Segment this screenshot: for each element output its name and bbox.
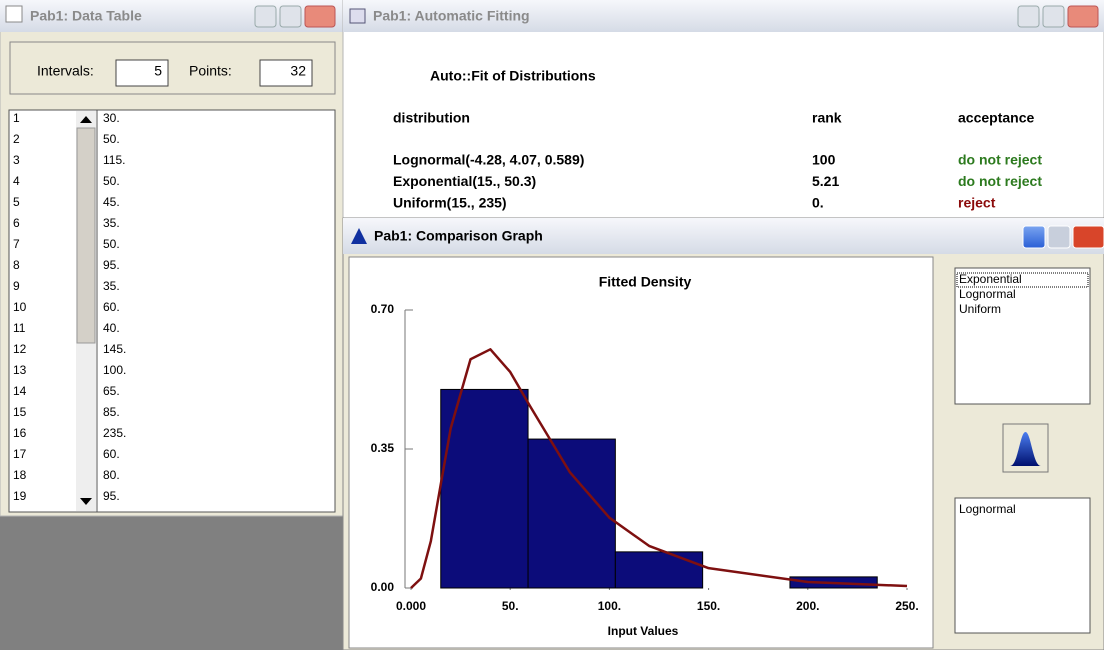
- row-index: 13: [13, 363, 27, 377]
- row-value: 100.: [103, 363, 126, 377]
- row-index: 10: [13, 300, 27, 314]
- row-index: 3: [13, 153, 20, 167]
- x-tick-label: 250.: [895, 599, 918, 613]
- points-value: 32: [290, 63, 306, 79]
- row-value: 95.: [103, 489, 120, 503]
- close-button[interactable]: [304, 5, 336, 28]
- auto-fit-window: Pab1: Automatic Fitting Auto::Fit of Dis…: [342, 0, 1104, 221]
- x-tick-label: 150.: [697, 599, 720, 613]
- row-value: 115.: [103, 153, 125, 167]
- minimize-button[interactable]: [254, 5, 277, 28]
- row-index: 11: [13, 321, 26, 335]
- close-button[interactable]: [1067, 5, 1099, 28]
- row-index: 14: [13, 384, 27, 398]
- maximize-button[interactable]: [279, 5, 302, 28]
- fit-acceptance: do not reject: [958, 173, 1042, 189]
- fit-acceptance: reject: [958, 195, 996, 211]
- row-index: 5: [13, 195, 20, 209]
- data-table-window: Pab1: Data Table Intervals: 5 Points: 32: [0, 0, 344, 517]
- chart-title: Fitted Density: [599, 274, 692, 290]
- y-tick-label: 0.00: [371, 580, 395, 594]
- row-value: 60.: [103, 447, 120, 461]
- chart-area: [348, 256, 934, 649]
- row-value: 50.: [103, 237, 120, 251]
- row-value: 95.: [103, 258, 120, 272]
- row-value: 45.: [103, 195, 120, 209]
- value-list: [96, 109, 336, 513]
- fit-distribution: Lognormal(-4.28, 4.07, 0.589): [393, 152, 584, 168]
- row-index: 8: [13, 258, 20, 272]
- bar: [440, 388, 529, 589]
- bar: [527, 438, 616, 589]
- row-index: 18: [13, 468, 27, 482]
- window-title: Pab1: Data Table: [30, 8, 142, 24]
- row-index: 4: [13, 174, 20, 188]
- window-title: Pab1: Automatic Fitting: [373, 8, 530, 24]
- column-header: rank: [812, 110, 842, 126]
- fit-rank: 5.21: [812, 173, 839, 189]
- row-value: 35.: [103, 216, 120, 230]
- row-index: 15: [13, 405, 27, 419]
- maximize-button[interactable]: [1047, 225, 1071, 249]
- row-index: 7: [13, 237, 20, 251]
- fit-rank: 0.: [812, 195, 824, 211]
- window-title: Pab1: Comparison Graph: [374, 228, 543, 244]
- minimize-button[interactable]: [1017, 5, 1040, 28]
- row-index: 2: [13, 132, 20, 146]
- fit-rank: 100: [812, 152, 836, 168]
- points-label: Points:: [189, 63, 232, 79]
- row-value: 40.: [103, 321, 120, 335]
- row-value: 65.: [103, 384, 120, 398]
- row-value: 35.: [103, 279, 120, 293]
- row-value: 80.: [103, 468, 120, 482]
- row-index: 17: [13, 447, 27, 461]
- row-value: 50.: [103, 132, 120, 146]
- intervals-label: Intervals:: [37, 63, 94, 79]
- list-item[interactable]: Exponential: [959, 272, 1022, 286]
- controls-box: [9, 41, 336, 95]
- row-value: 50.: [103, 174, 120, 188]
- list-item[interactable]: Lognormal: [959, 287, 1016, 301]
- selected-list[interactable]: [954, 497, 1091, 634]
- column-header: acceptance: [958, 110, 1034, 126]
- fit-distribution: Uniform(15., 235): [393, 195, 507, 211]
- x-tick-label: 50.: [502, 599, 519, 613]
- fit-distribution: Exponential(15., 50.3): [393, 173, 536, 189]
- minimize-button[interactable]: [1022, 225, 1046, 249]
- points-input[interactable]: [259, 59, 313, 87]
- focus-outline: [956, 272, 1089, 288]
- row-value: 145.: [103, 342, 126, 356]
- maximize-button[interactable]: [1042, 5, 1065, 28]
- y-tick-label: 0.70: [371, 302, 395, 316]
- close-button[interactable]: [1072, 225, 1104, 249]
- x-axis-label: Input Values: [608, 624, 679, 638]
- row-index: 9: [13, 279, 20, 293]
- row-index: 12: [13, 342, 27, 356]
- bar: [614, 551, 704, 589]
- list-item[interactable]: Lognormal: [959, 502, 1016, 516]
- fit-acceptance: do not reject: [958, 152, 1042, 168]
- row-index: 19: [13, 489, 27, 503]
- fit-heading: Auto::Fit of Distributions: [430, 68, 596, 84]
- intervals-input[interactable]: [115, 59, 169, 87]
- row-value: 235.: [103, 426, 126, 440]
- density-curve: [410, 348, 908, 589]
- list-item[interactable]: Uniform: [959, 302, 1001, 316]
- y-tick-label: 0.35: [371, 441, 395, 455]
- row-index: 1: [13, 111, 20, 125]
- row-index: 6: [13, 216, 20, 230]
- row-value: 85.: [103, 405, 120, 419]
- row-index: 16: [13, 426, 27, 440]
- x-tick-label: 100.: [598, 599, 621, 613]
- x-tick-label: 0.000: [396, 599, 426, 613]
- intervals-value: 5: [154, 63, 162, 79]
- x-tick-label: 200.: [796, 599, 819, 613]
- column-header: distribution: [393, 110, 470, 126]
- distribution-list[interactable]: [954, 267, 1091, 405]
- row-value: 30.: [103, 111, 120, 125]
- row-value: 60.: [103, 300, 120, 314]
